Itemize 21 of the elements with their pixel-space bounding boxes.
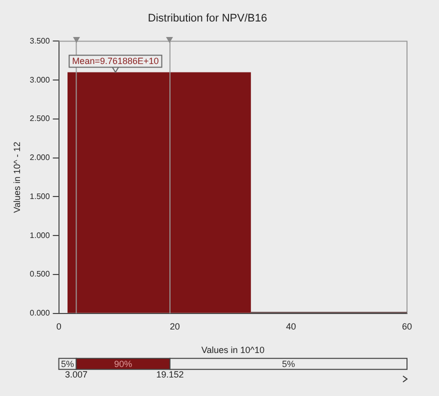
y-axis-title: Values in 10^ - 12 — [12, 142, 22, 213]
y-tick-label: 0.500 — [30, 270, 50, 279]
y-tick-label: 1.000 — [30, 230, 50, 240]
y-tick-label: 2.500 — [30, 114, 50, 124]
y-tick-label: 0.000 — [30, 308, 50, 318]
x-tick-label: 40 — [286, 321, 296, 332]
text: 90% — [114, 358, 132, 369]
text: 3.007 — [65, 369, 88, 380]
chart-title: Distribution for NPV/B16 — [148, 12, 268, 25]
x-tick-label: 60 — [402, 321, 412, 332]
x-tick-label: 20 — [170, 321, 180, 332]
text: 5% — [61, 358, 74, 369]
y-tick-label: 3.500 — [30, 36, 50, 46]
x-tick-label: 0 — [56, 321, 62, 332]
y-tick-label: 1.500 — [30, 192, 50, 201]
y-tick-label: 2.000 — [30, 153, 50, 162]
text: 19.152 — [156, 369, 184, 380]
annotation: Mean=9.761886E+10 — [72, 56, 159, 66]
y-tick-label: 3.000 — [30, 75, 50, 84]
x-axis-title: Values in 10^10 — [201, 345, 264, 356]
text: 5% — [282, 358, 295, 369]
